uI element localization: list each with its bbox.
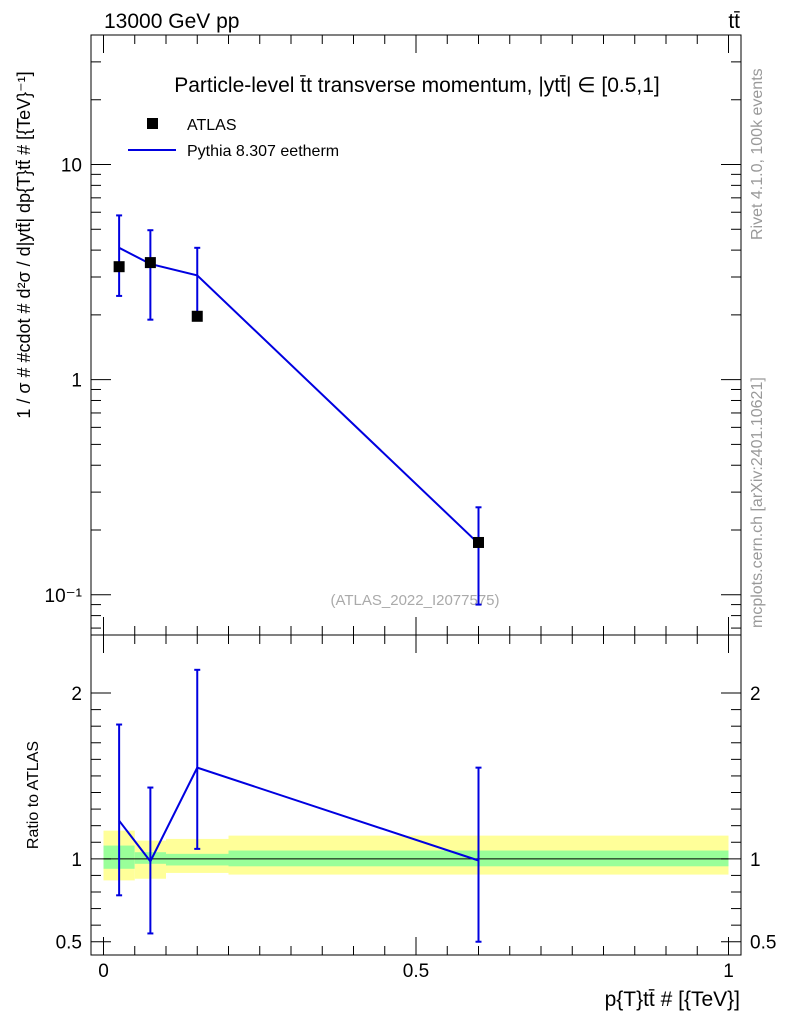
y-tick-label: 10 (61, 156, 82, 177)
lower-panel: 0.5 0.51 12 2 0 0.5 1 Ratio to ATLAS p{T}tt̄ … (25, 634, 777, 1011)
x-tick-label: 0.5 (403, 961, 429, 982)
atlas-data-point (144, 257, 156, 269)
process-label: tt̄ (728, 10, 740, 33)
lower-y-tick-labels: 0.5 0.5 1 1 2 2 (56, 684, 777, 954)
atlas-data-point (113, 261, 125, 273)
upper-y-axis-label: 1 / σ # #cdot # d²σ / d|ytt̄| dp{T}tt̄ #… (14, 71, 34, 418)
ratio-y-tick-label-left: 0.5 (56, 933, 82, 954)
upper-y-tick-labels: 10 1 10⁻¹ (45, 156, 83, 607)
upper-panel: 10 1 10⁻¹ Particle-level t̄t transverse mo… (14, 34, 742, 636)
lower-ticks (91, 635, 741, 955)
x-tick-label: 1 (723, 961, 734, 982)
y-tick-label: 1 (71, 371, 82, 392)
atlas-data-point (191, 310, 203, 322)
ratio-band-inner (166, 853, 229, 866)
ratio-y-tick-label-left: 1 (71, 850, 82, 871)
ratio-mc-line (118, 766, 479, 864)
x-axis-label: p{T}tt̄ # [{TeV}] (605, 988, 740, 1011)
ratio-y-tick-label-right: 2 (750, 684, 761, 705)
x-tick-labels: 0 0.5 1 (98, 961, 734, 982)
y-tick-label: 10⁻¹ (45, 586, 83, 607)
analysis-watermark: (ATLAS_2022_I2077575) (330, 592, 499, 609)
legend-marker-atlas (147, 118, 158, 129)
ratio-y-tick-label-right: 1 (750, 850, 761, 871)
legend-label-mc: Pythia 8.307 eetherm (187, 143, 339, 160)
legend: ATLAS Pythia 8.307 eetherm (128, 117, 339, 160)
upper-ticks (91, 34, 741, 635)
source-info: mcplots.cern.ch [arXiv:2401.10621] (749, 377, 766, 628)
lower-y-axis-label: Ratio to ATLAS (25, 741, 42, 849)
mc-line (118, 246, 480, 545)
ratio-y-tick-label-right: 0.5 (750, 933, 776, 954)
legend-label-atlas: ATLAS (187, 117, 237, 134)
x-tick-label: 0 (98, 961, 109, 982)
energy-label: 13000 GeV pp (104, 10, 239, 33)
rivet-info: Rivet 4.1.0, 100k events (749, 68, 766, 240)
atlas-data-point (473, 536, 484, 548)
lower-frame (90, 634, 742, 956)
chart-title: Particle-level t̄t transverse momentum, … (174, 74, 660, 97)
ratio-y-tick-label-left: 2 (71, 684, 82, 705)
upper-data-layer (113, 214, 484, 606)
lower-data-layer (116, 668, 482, 943)
